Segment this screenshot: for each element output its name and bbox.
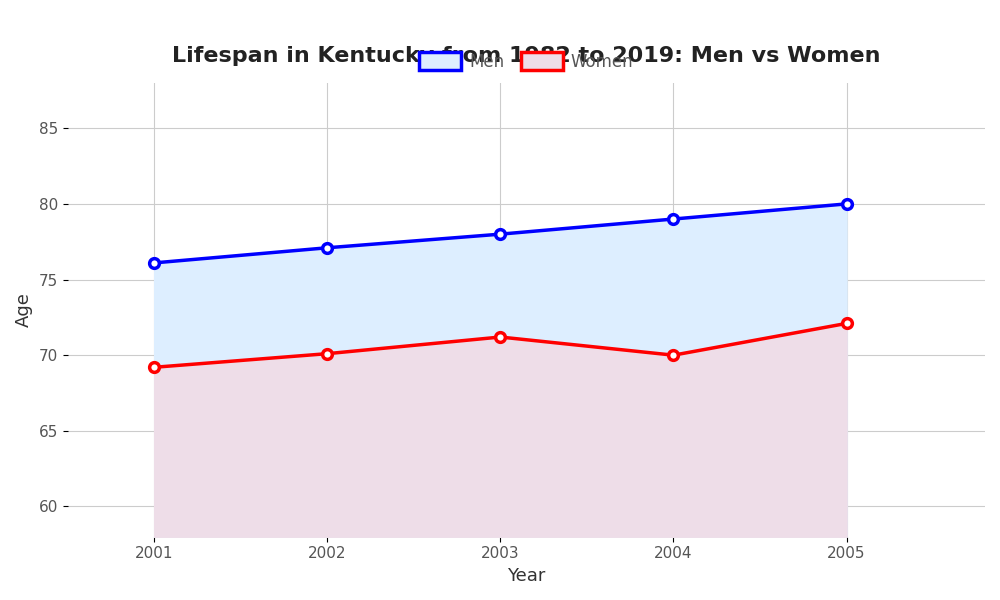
Legend: Men, Women: Men, Women <box>412 46 640 77</box>
Y-axis label: Age: Age <box>15 292 33 327</box>
Title: Lifespan in Kentucky from 1982 to 2019: Men vs Women: Lifespan in Kentucky from 1982 to 2019: … <box>172 46 881 66</box>
X-axis label: Year: Year <box>507 567 546 585</box>
